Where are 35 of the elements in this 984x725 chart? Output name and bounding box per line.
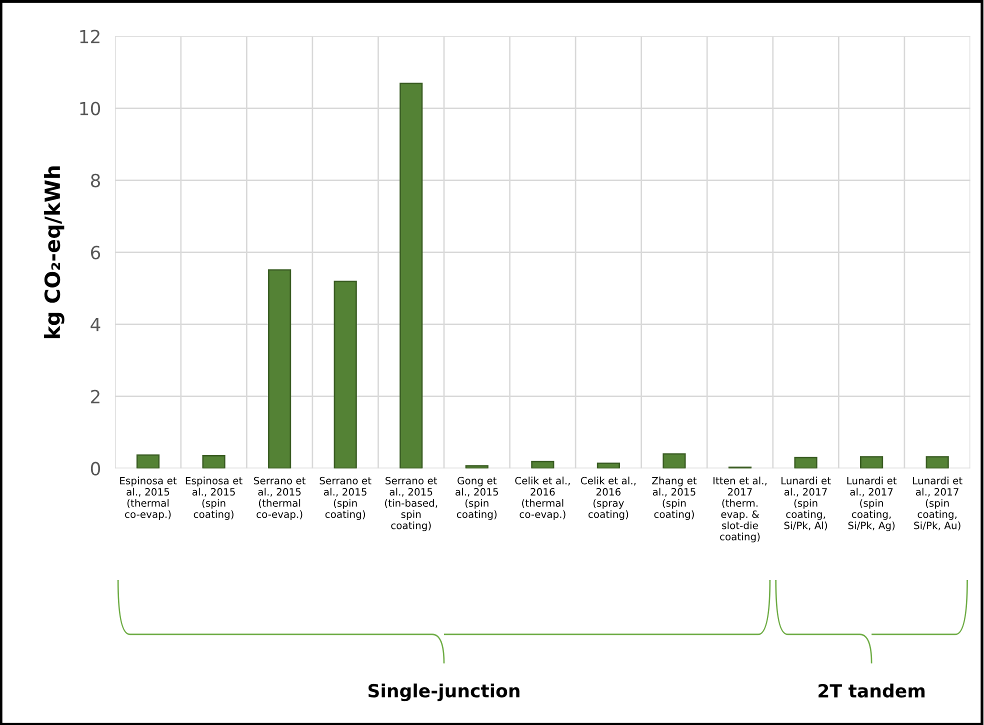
bar xyxy=(334,280,357,468)
x-tick-label: Celik et al., 2016 (thermal co-evap.) xyxy=(515,476,570,520)
x-tick-label: Gong et al., 2015 (spin coating) xyxy=(456,476,498,520)
y-tick-label: 4 xyxy=(90,318,100,332)
x-tick-label: Zhang et al., 2015 (spin coating) xyxy=(652,476,697,520)
y-tick-label: 0 xyxy=(90,462,100,476)
bar xyxy=(136,454,160,468)
x-tick-label: Espinosa et al., 2015 (thermal co-evap.) xyxy=(120,476,177,520)
bar xyxy=(860,456,884,468)
x-tick-label: Serrano et al., 2015 (spin coating) xyxy=(320,476,372,520)
y-axis-title: kg CO₂-eq/kWh xyxy=(44,166,64,338)
x-tick-label: Espinosa et al., 2015 (spin coating) xyxy=(186,476,242,520)
x-tick-label: Serrano et al., 2015 (tin-based, spin coating) xyxy=(385,476,438,532)
y-tick-label: 2 xyxy=(91,390,100,404)
bar xyxy=(465,465,488,468)
bar xyxy=(662,453,686,468)
x-tick-label: Lunardi et al., 2017 (spin coating, Si/Pk, Ag) xyxy=(847,476,897,532)
y-tick-label: 12 xyxy=(80,30,100,44)
bar xyxy=(268,269,292,468)
bar xyxy=(596,462,620,468)
x-tick-label: Celik et al., 2016 (spray coating) xyxy=(580,476,636,520)
x-tick-label: Lunardi et al., 2017 (spin coating, Si/Pk, Al) xyxy=(782,476,831,530)
x-tick-label: Itten et al., 2017 (therm. evap. & slot-die coating) xyxy=(714,476,767,542)
text: Single-junction xyxy=(368,684,520,702)
bar xyxy=(400,82,423,468)
y-tick-label: 10 xyxy=(80,102,100,116)
x-tick-label: Serrano et al., 2015 (thermal co-evap.) xyxy=(254,476,306,520)
y-tick-label: 6 xyxy=(91,246,100,260)
bar xyxy=(926,456,949,468)
text: 2T tandem xyxy=(818,684,925,698)
bar xyxy=(794,456,818,468)
y-tick-label: 8 xyxy=(90,174,100,188)
bar xyxy=(202,455,226,468)
x-tick-label: Lunardi et al., 2017 (spin coating, Si/Pk, Au) xyxy=(913,476,962,530)
bar xyxy=(531,460,554,468)
